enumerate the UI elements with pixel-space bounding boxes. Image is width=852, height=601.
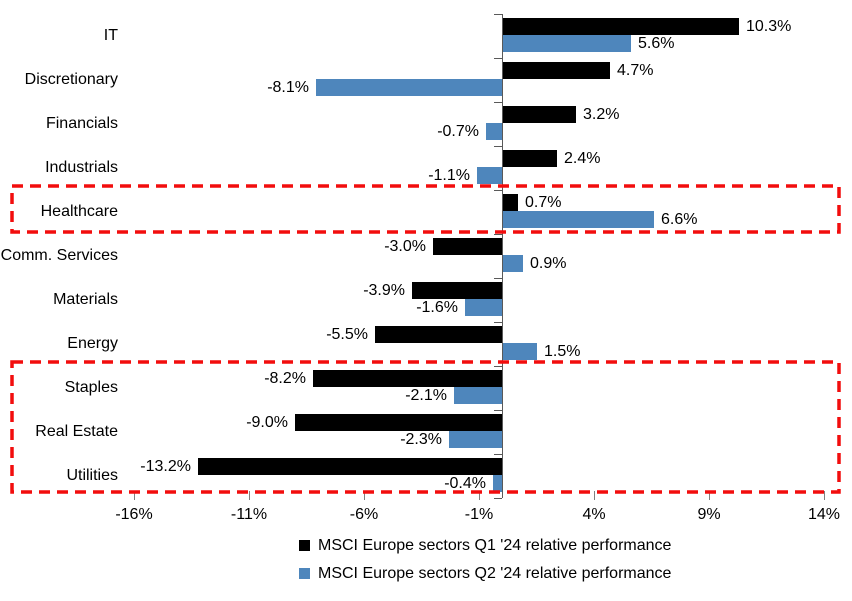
x-axis-tick-label: -11% bbox=[230, 506, 268, 523]
legend-item-q2: MSCI Europe sectors Q2 '24 relative perf… bbox=[299, 564, 671, 583]
legend-label-q2: MSCI Europe sectors Q2 '24 relative perf… bbox=[318, 565, 672, 582]
category-axis-tick bbox=[494, 278, 502, 279]
bar-q2-it bbox=[502, 35, 631, 52]
x-axis-tick bbox=[709, 491, 710, 500]
bar-q2-energy bbox=[502, 343, 537, 360]
category-axis-tick bbox=[494, 498, 502, 499]
highlight-box-healthcare bbox=[10, 184, 841, 234]
bar-q1-healthcare bbox=[502, 194, 518, 211]
value-label-q1-industrials: 2.4% bbox=[564, 149, 601, 167]
bar-q1-materials bbox=[412, 282, 502, 299]
value-label-q1-real-estate: -9.0% bbox=[246, 413, 288, 431]
category-axis-tick bbox=[494, 234, 502, 235]
x-axis-tick bbox=[594, 491, 595, 500]
bar-q1-staples bbox=[313, 370, 502, 387]
bar-q2-discretionary bbox=[316, 79, 502, 96]
value-label-q2-real-estate: -2.3% bbox=[400, 430, 442, 448]
value-label-q1-energy: -5.5% bbox=[326, 325, 368, 343]
legend-item-q1: MSCI Europe sectors Q1 '24 relative perf… bbox=[299, 536, 671, 555]
category-label-financials: Financials bbox=[45, 115, 118, 132]
category-label-it: IT bbox=[103, 27, 118, 44]
bar-q2-comm-services bbox=[502, 255, 523, 272]
x-axis-tick-label: 9% bbox=[697, 506, 721, 523]
bar-q1-industrials bbox=[502, 150, 557, 167]
category-label-staples: Staples bbox=[64, 379, 118, 396]
category-axis-tick bbox=[494, 190, 502, 191]
category-label-comm-services: Comm. Services bbox=[0, 247, 118, 264]
bar-q2-financials bbox=[486, 123, 502, 140]
x-axis-tick-label: -1% bbox=[464, 506, 494, 523]
value-label-q2-utilities: -0.4% bbox=[444, 474, 486, 492]
category-label-healthcare: Healthcare bbox=[40, 203, 118, 220]
bar-q1-utilities bbox=[198, 458, 502, 475]
x-axis-tick bbox=[479, 491, 480, 500]
category-label-energy: Energy bbox=[67, 335, 118, 352]
value-label-q1-financials: 3.2% bbox=[583, 105, 620, 123]
legend-swatch-q2-icon bbox=[299, 568, 310, 579]
value-label-q2-energy: 1.5% bbox=[544, 342, 581, 360]
bar-q2-healthcare bbox=[502, 211, 654, 228]
x-axis-tick-label: -6% bbox=[349, 506, 379, 523]
x-axis-tick-label: -16% bbox=[115, 506, 153, 523]
value-label-q2-healthcare: 6.6% bbox=[661, 210, 698, 228]
value-label-q1-it: 10.3% bbox=[746, 17, 792, 35]
category-axis-tick bbox=[494, 58, 502, 59]
category-label-utilities: Utilities bbox=[66, 467, 118, 484]
value-label-q1-staples: -8.2% bbox=[264, 369, 306, 387]
category-label-industrials: Industrials bbox=[45, 159, 118, 176]
category-axis-tick bbox=[494, 366, 502, 367]
bar-q2-industrials bbox=[477, 167, 502, 184]
x-axis-tick bbox=[364, 491, 365, 500]
value-label-q2-financials: -0.7% bbox=[437, 122, 479, 140]
value-label-q1-comm-services: -3.0% bbox=[384, 237, 426, 255]
zero-axis-line bbox=[502, 14, 503, 498]
category-label-real-estate: Real Estate bbox=[35, 423, 118, 440]
legend-swatch-q1-icon bbox=[299, 540, 310, 551]
value-label-q2-comm-services: 0.9% bbox=[530, 254, 567, 272]
legend: MSCI Europe sectors Q1 '24 relative perf… bbox=[299, 536, 671, 583]
category-axis-tick bbox=[494, 454, 502, 455]
x-axis-tick bbox=[134, 491, 135, 500]
category-axis-tick bbox=[494, 322, 502, 323]
bar-q2-real-estate bbox=[449, 431, 502, 448]
value-label-q1-discretionary: 4.7% bbox=[617, 61, 654, 79]
x-axis-tick bbox=[824, 491, 825, 500]
bar-q1-comm-services bbox=[433, 238, 502, 255]
value-label-q1-utilities: -13.2% bbox=[140, 457, 191, 475]
value-label-q2-discretionary: -8.1% bbox=[267, 78, 309, 96]
category-axis-tick bbox=[494, 146, 502, 147]
x-axis-tick-label: 4% bbox=[582, 506, 606, 523]
x-axis-tick-label: 14% bbox=[807, 506, 841, 523]
value-label-q1-materials: -3.9% bbox=[363, 281, 405, 299]
x-axis-tick bbox=[249, 491, 250, 500]
category-axis-tick bbox=[494, 14, 502, 15]
category-label-materials: Materials bbox=[53, 291, 118, 308]
value-label-q2-it: 5.6% bbox=[638, 34, 675, 52]
value-label-q2-staples: -2.1% bbox=[405, 386, 447, 404]
legend-label-q1: MSCI Europe sectors Q1 '24 relative perf… bbox=[318, 537, 672, 554]
value-label-q2-materials: -1.6% bbox=[416, 298, 458, 316]
bar-q1-discretionary bbox=[502, 62, 610, 79]
value-label-q1-healthcare: 0.7% bbox=[525, 193, 562, 211]
bar-q2-utilities bbox=[493, 475, 502, 492]
category-axis-tick bbox=[494, 102, 502, 103]
value-label-q2-industrials: -1.1% bbox=[428, 166, 470, 184]
bar-q1-energy bbox=[375, 326, 502, 343]
category-label-discretionary: Discretionary bbox=[24, 71, 118, 88]
bar-q2-staples bbox=[454, 387, 502, 404]
bar-q1-financials bbox=[502, 106, 576, 123]
bar-q1-real-estate bbox=[295, 414, 502, 431]
category-axis-tick bbox=[494, 410, 502, 411]
bar-q2-materials bbox=[465, 299, 502, 316]
bar-q1-it bbox=[502, 18, 739, 35]
